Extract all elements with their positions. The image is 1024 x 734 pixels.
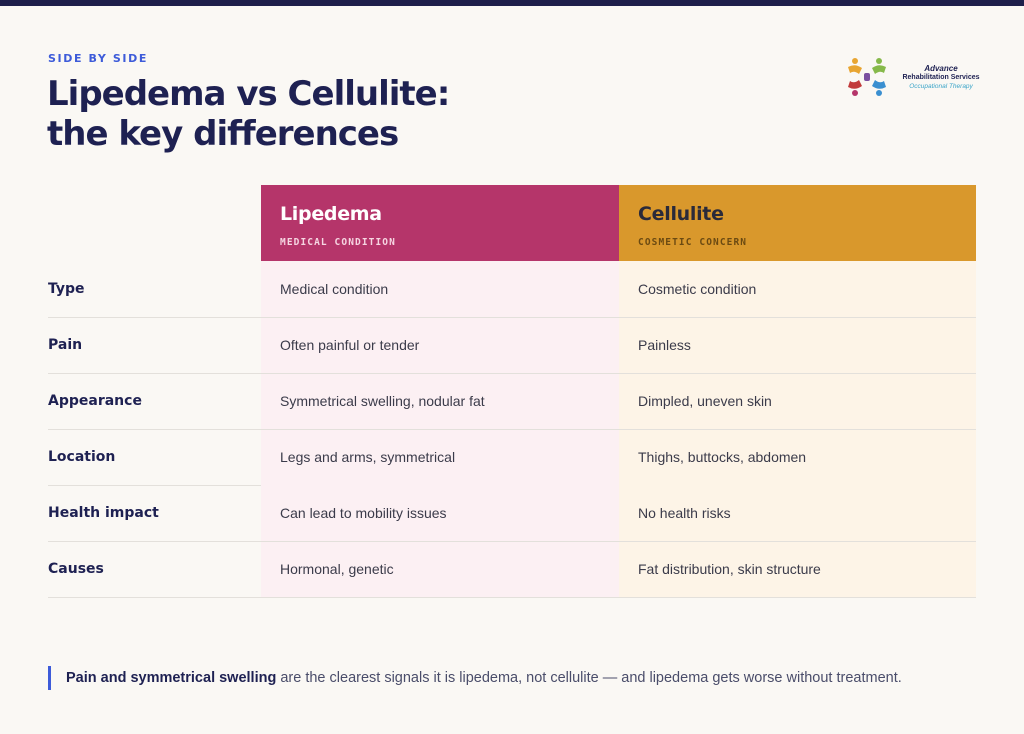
table-row-type: Type Medical condition Cosmetic conditio… bbox=[48, 261, 976, 317]
eyebrow-label: SIDE BY SIDE bbox=[48, 52, 148, 65]
row-divider bbox=[48, 541, 976, 542]
row-label: Type bbox=[48, 281, 85, 297]
column-header-cellulite: Cellulite COSMETIC CONCERN bbox=[619, 185, 976, 261]
row-divider bbox=[48, 373, 976, 374]
row-label: Causes bbox=[48, 561, 104, 577]
row-label: Appearance bbox=[48, 393, 142, 409]
row-divider bbox=[48, 485, 261, 486]
row-divider bbox=[48, 597, 976, 598]
row-divider bbox=[48, 429, 976, 430]
column-title-lipedema: Lipedema bbox=[280, 203, 382, 225]
table-row-health-impact: Health impact Can lead to mobility issue… bbox=[48, 485, 976, 541]
row-label: Pain bbox=[48, 337, 83, 353]
row-label: Health impact bbox=[48, 505, 159, 521]
summary-note-emphasis: Pain and symmetrical swelling bbox=[66, 670, 277, 686]
cell-lipedema: Often painful or tender bbox=[280, 337, 420, 353]
column-header-lipedema: Lipedema MEDICAL CONDITION bbox=[261, 185, 619, 261]
cell-lipedema: Medical condition bbox=[280, 281, 389, 297]
table-row-pain: Pain Often painful or tender Painless bbox=[48, 317, 976, 373]
summary-note-text: are the clearest signals it is lipedema,… bbox=[276, 670, 902, 686]
cell-cellulite: Fat distribution, skin structure bbox=[638, 561, 821, 577]
logo-text-line3: Occupational Therapy bbox=[909, 83, 973, 90]
cell-cellulite: Painless bbox=[638, 337, 691, 353]
cell-cellulite: Cosmetic condition bbox=[638, 281, 757, 297]
cell-lipedema: Hormonal, genetic bbox=[280, 561, 394, 577]
title-line-2: the key differences bbox=[47, 114, 399, 154]
cell-cellulite: Thighs, buttocks, abdomen bbox=[638, 449, 807, 465]
column-subtitle-cellulite: COSMETIC CONCERN bbox=[638, 237, 748, 248]
page-title: Lipedema vs Cellulite: the key differenc… bbox=[47, 74, 607, 154]
row-label: Location bbox=[48, 449, 116, 465]
cell-lipedema: Symmetrical swelling, nodular fat bbox=[280, 393, 485, 409]
column-subtitle-lipedema: MEDICAL CONDITION bbox=[280, 237, 396, 248]
row-divider bbox=[48, 317, 976, 318]
table-row-location: Location Legs and arms, symmetrical Thig… bbox=[48, 429, 976, 485]
column-title-cellulite: Cellulite bbox=[638, 203, 724, 225]
cell-lipedema: Legs and arms, symmetrical bbox=[280, 449, 456, 465]
top-accent-bar bbox=[0, 0, 1024, 6]
table-row-appearance: Appearance Symmetrical swelling, nodular… bbox=[48, 373, 976, 429]
summary-note: Pain and symmetrical swelling are the cl… bbox=[48, 666, 902, 690]
logo-text-line1: Advance bbox=[924, 64, 958, 73]
table-row-causes: Causes Hormonal, genetic Fat distributio… bbox=[48, 541, 976, 597]
logo-text-line2: Rehabilitation Services bbox=[902, 74, 980, 81]
company-logo: Advance Rehabilitation Services Occupati… bbox=[845, 56, 985, 98]
logo-figures-icon bbox=[848, 58, 886, 96]
cell-lipedema: Can lead to mobility issues bbox=[280, 505, 447, 521]
cell-cellulite: Dimpled, uneven skin bbox=[638, 393, 772, 409]
title-line-1: Lipedema vs Cellulite: bbox=[47, 74, 450, 114]
cell-cellulite: No health risks bbox=[638, 505, 731, 521]
